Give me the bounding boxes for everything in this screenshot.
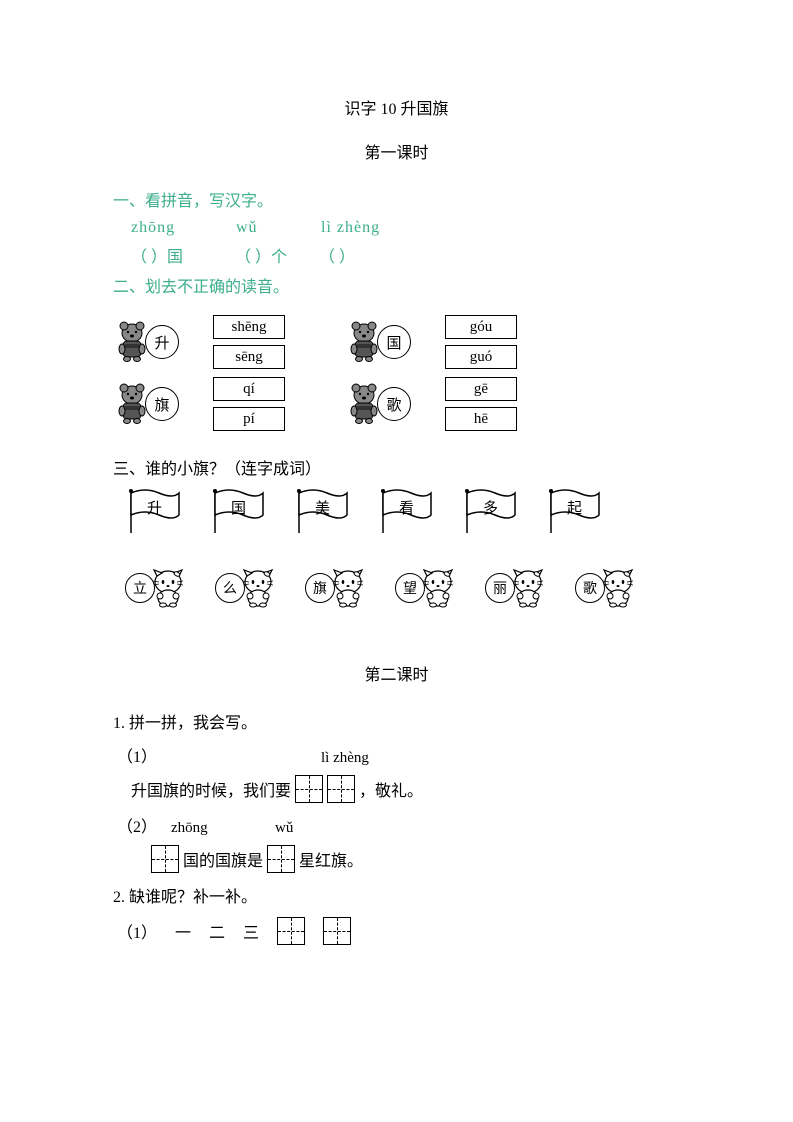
ans-2[interactable]: （ ）个 xyxy=(235,243,315,267)
char-qi: 旗 xyxy=(145,387,179,421)
kitty-item[interactable]: 丽 xyxy=(485,563,547,613)
kitty-icon xyxy=(601,568,635,608)
char-guo: 国 xyxy=(377,325,411,359)
tian-box[interactable] xyxy=(151,845,179,873)
opt-qi-1[interactable]: qí xyxy=(213,377,285,401)
flag-item[interactable]: 升 xyxy=(125,487,181,535)
lesson1-title: 第一课时 xyxy=(113,139,680,163)
flag-char: 起 xyxy=(567,497,582,518)
seq-3: 三 xyxy=(243,919,259,943)
q1-2-sentence: 国的国旗是 星红旗。 xyxy=(151,845,680,873)
opt-guo-1[interactable]: góu xyxy=(445,315,517,339)
kitty-icon xyxy=(241,568,275,608)
opt-sheng-2[interactable]: sēng xyxy=(213,345,285,369)
q1-2-p2: wǔ xyxy=(275,820,293,836)
flag-char: 看 xyxy=(399,497,414,518)
pinyin-zhong: zhōng xyxy=(131,219,231,237)
flag-item[interactable]: 美 xyxy=(293,487,349,535)
q1-1-sentence: 升国旗的时候，我们要 ，敬礼。 xyxy=(131,775,680,803)
q2-1-row: （1） 一 二 三 xyxy=(117,917,680,945)
q1-2-mid: 国的国旗是 xyxy=(183,847,263,871)
q1-heading: 1. 拼一拼，我会写。 xyxy=(113,709,680,733)
flag-char: 美 xyxy=(315,497,330,518)
q2-heading: 2. 缺谁呢？补一补。 xyxy=(113,883,680,907)
kitty-icon xyxy=(331,568,365,608)
kitty-icon xyxy=(151,568,185,608)
flag-item[interactable]: 起 xyxy=(545,487,601,535)
flag-char: 国 xyxy=(231,497,246,518)
tian-box[interactable] xyxy=(323,917,351,945)
q1-1-pre: 升国旗的时候，我们要 xyxy=(131,777,291,801)
flag-row: 升 国 美 看 多 起 xyxy=(125,487,680,535)
bear-qi: 旗 xyxy=(113,383,203,425)
kitty-row: 立 么 旗 望 丽 歌 xyxy=(125,563,680,613)
tian-box[interactable] xyxy=(327,775,355,803)
seq-1: 一 xyxy=(175,919,191,943)
kitty-icon xyxy=(421,568,455,608)
opt-ge-1[interactable]: gē xyxy=(445,377,517,401)
q1-2-post: 星红旗。 xyxy=(299,847,363,871)
q1-1: （1） lì zhèng xyxy=(117,743,680,767)
tian-box[interactable] xyxy=(267,845,295,873)
bear-ge: 歌 xyxy=(345,383,435,425)
kitty-item[interactable]: 望 xyxy=(395,563,457,613)
kitty-char: 立 xyxy=(125,573,155,603)
seq-2: 二 xyxy=(209,919,225,943)
char-ge: 歌 xyxy=(377,387,411,421)
pinyin-lizheng: lì zhèng xyxy=(321,219,380,237)
kitty-char: 望 xyxy=(395,573,425,603)
main-title: 识字 10 升国旗 xyxy=(113,95,680,119)
q1-2-num: （2） xyxy=(117,819,157,836)
kitty-item[interactable]: 么 xyxy=(215,563,277,613)
q2-1-num: （1） xyxy=(117,919,157,943)
q1-2-p1: zhōng xyxy=(171,820,271,837)
tian-box[interactable] xyxy=(277,917,305,945)
ans-1[interactable]: （ ）国 xyxy=(131,243,231,267)
ex2-container: 升 shēng sēng 国 góu guó 旗 qí xyxy=(113,315,680,439)
q1-1-pinyin: lì zhèng xyxy=(321,750,369,766)
ans-3[interactable]: （ ） xyxy=(319,249,355,266)
bear-guo: 国 xyxy=(345,321,435,363)
q1-2: （2） zhōng wǔ xyxy=(117,813,680,837)
kitty-char: 歌 xyxy=(575,573,605,603)
opt-ge-2[interactable]: hē xyxy=(445,407,517,431)
q1-1-post: ，敬礼。 xyxy=(359,777,423,801)
kitty-icon xyxy=(511,568,545,608)
ex1-heading: 一、看拼音，写汉字。 xyxy=(113,187,680,211)
kitty-char: 丽 xyxy=(485,573,515,603)
lesson2-title: 第二课时 xyxy=(113,661,680,685)
flag-char: 升 xyxy=(147,497,162,518)
ex2-heading: 二、划去不正确的读音。 xyxy=(113,273,680,297)
kitty-item[interactable]: 旗 xyxy=(305,563,367,613)
kitty-char: 旗 xyxy=(305,573,335,603)
flag-item[interactable]: 国 xyxy=(209,487,265,535)
opt-guo-2[interactable]: guó xyxy=(445,345,517,369)
bear-sheng: 升 xyxy=(113,321,203,363)
ex1-answer-row: （ ）国 （ ）个 （ ） xyxy=(131,243,680,267)
opt-sheng-1[interactable]: shēng xyxy=(213,315,285,339)
kitty-item[interactable]: 歌 xyxy=(575,563,637,613)
flag-char: 多 xyxy=(483,497,498,518)
kitty-char: 么 xyxy=(215,573,245,603)
char-sheng: 升 xyxy=(145,325,179,359)
flag-item[interactable]: 看 xyxy=(377,487,433,535)
flag-item[interactable]: 多 xyxy=(461,487,517,535)
tian-box[interactable] xyxy=(295,775,323,803)
pinyin-wu: wǔ xyxy=(236,219,316,237)
ex1-pinyin-row: zhōng wǔ lì zhèng xyxy=(131,219,680,237)
q1-1-num: （1） xyxy=(117,749,157,766)
ex3-heading: 三、谁的小旗？（连字成词） xyxy=(113,455,680,479)
opt-qi-2[interactable]: pí xyxy=(213,407,285,431)
kitty-item[interactable]: 立 xyxy=(125,563,187,613)
